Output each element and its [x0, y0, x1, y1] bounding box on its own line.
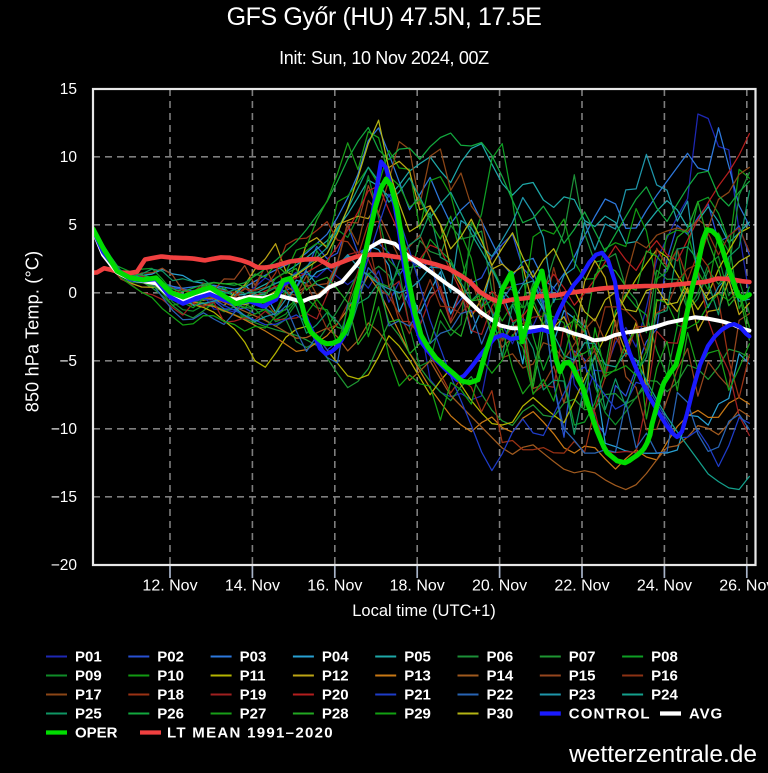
svg-text:P02: P02	[157, 649, 184, 666]
svg-text:P06: P06	[487, 649, 514, 666]
svg-text:P28: P28	[322, 706, 349, 723]
svg-text:26. Nov: 26. Nov	[719, 578, 768, 595]
svg-text:P18: P18	[157, 687, 184, 704]
svg-text:P17: P17	[75, 687, 102, 704]
svg-text:16. Nov: 16. Nov	[307, 578, 362, 595]
svg-text:P24: P24	[651, 687, 678, 704]
svg-text:Init: Sun, 10 Nov 2024, 00Z: Init: Sun, 10 Nov 2024, 00Z	[279, 48, 489, 68]
svg-text:12. Nov: 12. Nov	[142, 578, 197, 595]
svg-text:wetterzentrale.de: wetterzentrale.de	[568, 741, 757, 768]
svg-text:18. Nov: 18. Nov	[390, 578, 445, 595]
svg-text:14. Nov: 14. Nov	[225, 578, 280, 595]
svg-text:22. Nov: 22. Nov	[554, 578, 609, 595]
svg-text:P03: P03	[240, 649, 267, 666]
svg-text:P19: P19	[240, 687, 267, 704]
svg-text:−10: −10	[51, 421, 78, 438]
svg-text:P04: P04	[322, 649, 349, 666]
svg-text:P22: P22	[487, 687, 514, 704]
svg-text:OPER: OPER	[75, 725, 118, 742]
svg-text:20. Nov: 20. Nov	[472, 578, 527, 595]
svg-text:P10: P10	[157, 668, 184, 685]
svg-text:P26: P26	[157, 706, 184, 723]
svg-text:0: 0	[68, 285, 77, 302]
svg-text:Local time (UTC+1): Local time (UTC+1)	[352, 602, 496, 620]
svg-text:24. Nov: 24. Nov	[637, 578, 692, 595]
svg-text:P23: P23	[569, 687, 596, 704]
svg-text:P08: P08	[651, 649, 678, 666]
svg-text:P30: P30	[487, 706, 514, 723]
svg-text:P05: P05	[404, 649, 431, 666]
svg-text:P09: P09	[75, 668, 102, 685]
svg-text:P27: P27	[240, 706, 267, 723]
svg-text:P11: P11	[240, 668, 266, 685]
svg-text:P20: P20	[322, 687, 349, 704]
svg-text:−15: −15	[51, 489, 77, 506]
svg-text:GFS Győr (HU) 47.5N, 17.5E: GFS Győr (HU) 47.5N, 17.5E	[227, 3, 542, 31]
svg-text:P29: P29	[404, 706, 431, 723]
svg-text:P12: P12	[322, 668, 349, 685]
svg-text:P13: P13	[404, 668, 431, 685]
svg-text:5: 5	[68, 217, 77, 234]
svg-text:850 hPa Temp. (°C): 850 hPa Temp. (°C)	[23, 251, 43, 413]
svg-text:−5: −5	[59, 353, 77, 370]
svg-text:P07: P07	[569, 649, 596, 666]
svg-text:P16: P16	[651, 668, 678, 685]
svg-text:CONTROL: CONTROL	[569, 706, 651, 723]
svg-text:LT MEAN 1991–2020: LT MEAN 1991–2020	[167, 725, 334, 742]
svg-text:P14: P14	[487, 668, 514, 685]
svg-text:AVG: AVG	[689, 706, 723, 723]
svg-text:15: 15	[60, 81, 77, 98]
svg-text:−20: −20	[51, 557, 78, 574]
svg-text:P21: P21	[404, 687, 431, 704]
svg-text:P15: P15	[569, 668, 596, 685]
svg-text:10: 10	[60, 149, 78, 166]
svg-text:P01: P01	[75, 649, 102, 666]
svg-text:P25: P25	[75, 706, 102, 723]
